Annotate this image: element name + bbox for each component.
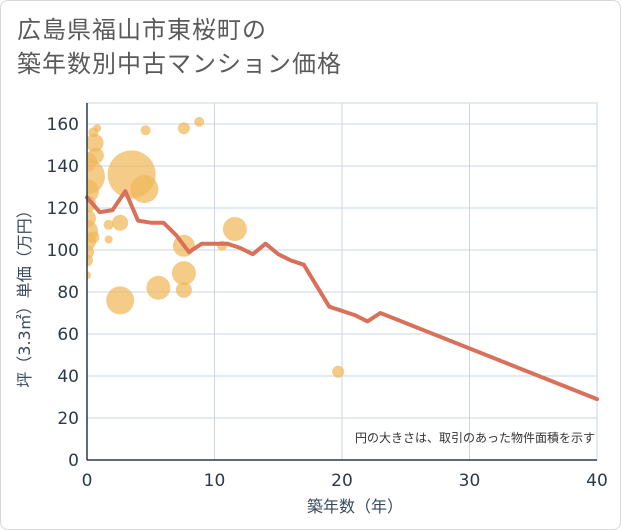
bubble-point [140,125,151,136]
average-line [85,189,599,402]
y-tick-label: 0 [68,451,79,471]
bubble-point [332,365,345,378]
bubble-point [171,261,196,286]
y-tick-label: 100 [47,241,79,261]
title-line-2: 築年数別中古マンション価格 [17,50,342,78]
bubble-point [130,175,159,204]
bubbles [87,116,345,378]
size-note: 円の大きさは、取引のあった物件面積を示す [355,430,595,445]
bubble-point [177,122,190,135]
x-axis-title: 築年数（年） [307,497,403,516]
y-tick-label: 140 [47,157,79,177]
x-tick-label: 30 [459,471,481,491]
axes [86,103,597,461]
average-price-line [85,189,599,402]
y-axis-title: 坪（3.3㎡）単価（万円） [15,202,34,387]
y-tick-label: 40 [57,367,79,387]
bubble-point [106,286,135,315]
bubble-point [146,275,171,300]
y-tick-label: 120 [47,199,79,219]
bubble-point [87,147,104,164]
title-line-1: 広島県福山市東桜町の [17,16,267,44]
grid-lines [86,102,598,461]
bubble-point [194,116,205,127]
tick-labels: 0 20 40 60 80 100 120 140 160 0 10 20 30 40 [47,115,608,491]
y-tick-label: 20 [57,409,79,429]
y-tick-label: 160 [47,115,79,135]
y-tick-label: 80 [57,283,79,303]
bubble-point [112,214,129,231]
x-tick-label: 0 [82,471,93,491]
chart-title: 広島県福山市東桜町の 築年数別中古マンション価格 [17,13,342,81]
bubble-point [103,219,114,230]
x-tick-label: 10 [204,471,226,491]
bubble-point [175,281,192,298]
bubble-point [87,231,100,244]
x-tick-label: 20 [331,471,353,491]
bubble-point [87,254,93,267]
bubble-point [93,124,102,133]
bubble-point [222,217,247,241]
x-tick-label: 40 [586,471,608,491]
bubble-point [87,133,104,152]
bubble-point [87,271,91,280]
y-tick-label: 60 [57,325,79,345]
bubble-point [104,235,113,244]
